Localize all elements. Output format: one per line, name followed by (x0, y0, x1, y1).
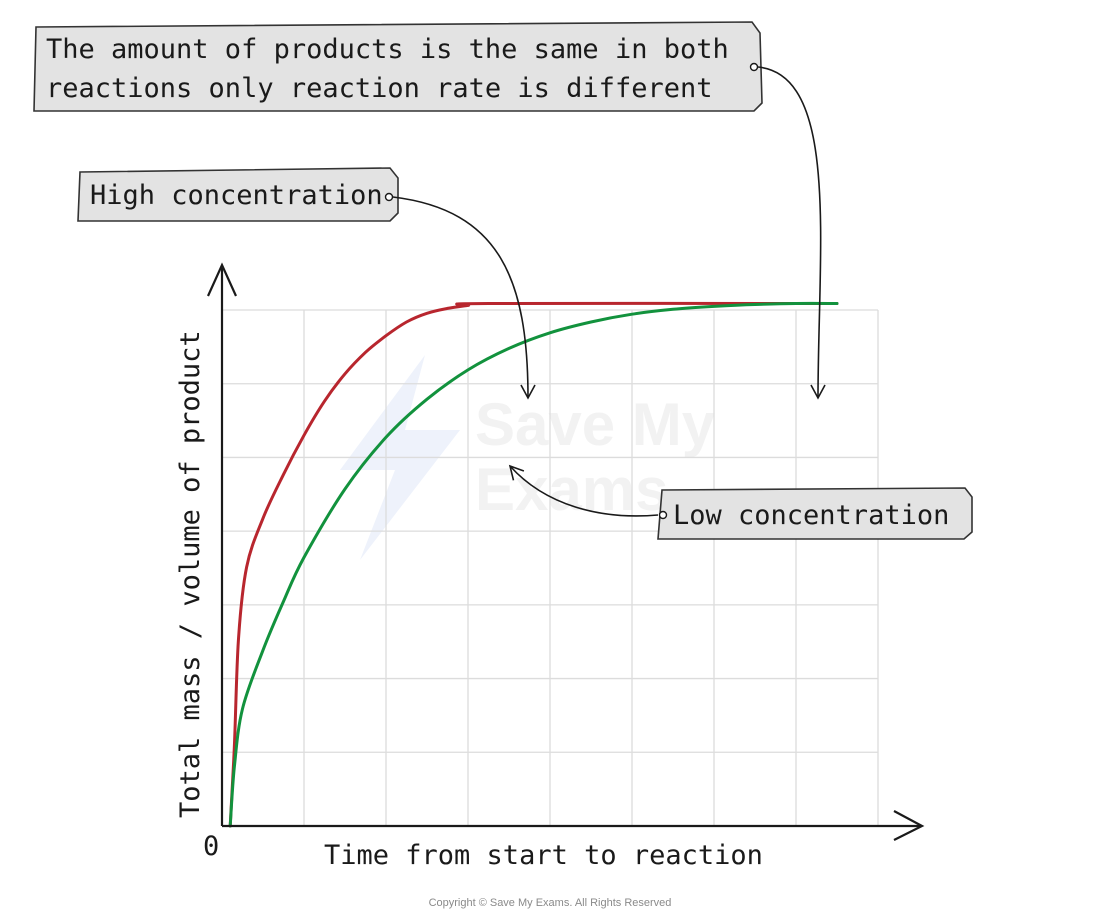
callout-high-pointer (392, 196, 536, 400)
callout-same-products-line-1: The amount of products is the same in bo… (46, 34, 729, 65)
callout-low-box (657, 487, 973, 540)
callout-high-label: High concentration (90, 180, 383, 211)
y-axis-arrowhead-icon (206, 262, 238, 297)
watermark-line-1: Save My (475, 391, 716, 458)
callout-same-products-line-2: reactions only reaction rate is differen… (46, 73, 712, 104)
watermark-line-2: Exams (475, 456, 668, 523)
callout-low-anchor-icon (658, 510, 668, 520)
y-axis-label: Total mass / volume of product (175, 330, 206, 818)
callout-same-products-anchor-icon (749, 62, 759, 72)
origin-label: 0 (203, 831, 219, 862)
callout-high-box (77, 167, 399, 222)
x-axis-arrowhead-icon (893, 810, 925, 841)
copyright-notice: Copyright © Save My Exams. All Rights Re… (429, 897, 672, 909)
series-line-low-concentration (228, 301, 839, 828)
callout-low-label: Low concentration (673, 500, 949, 531)
callout-same-products: The amount of products is the same in bo… (33, 21, 826, 400)
axes: 0 Time from start to reaction Total mass… (175, 262, 925, 871)
callout-low-pointer (508, 464, 659, 517)
series-line-high-concentration (228, 301, 839, 828)
callout-same-products-box (33, 21, 763, 112)
callout-high-concentration: High concentration (77, 167, 536, 400)
plot-grid (222, 309, 879, 826)
series-layer (228, 301, 839, 828)
callout-low-concentration: Low concentration (508, 464, 973, 540)
x-axis-label: Time from start to reaction (324, 840, 763, 871)
callout-high-anchor-icon (384, 192, 394, 202)
callout-same-products-pointer (757, 66, 826, 400)
